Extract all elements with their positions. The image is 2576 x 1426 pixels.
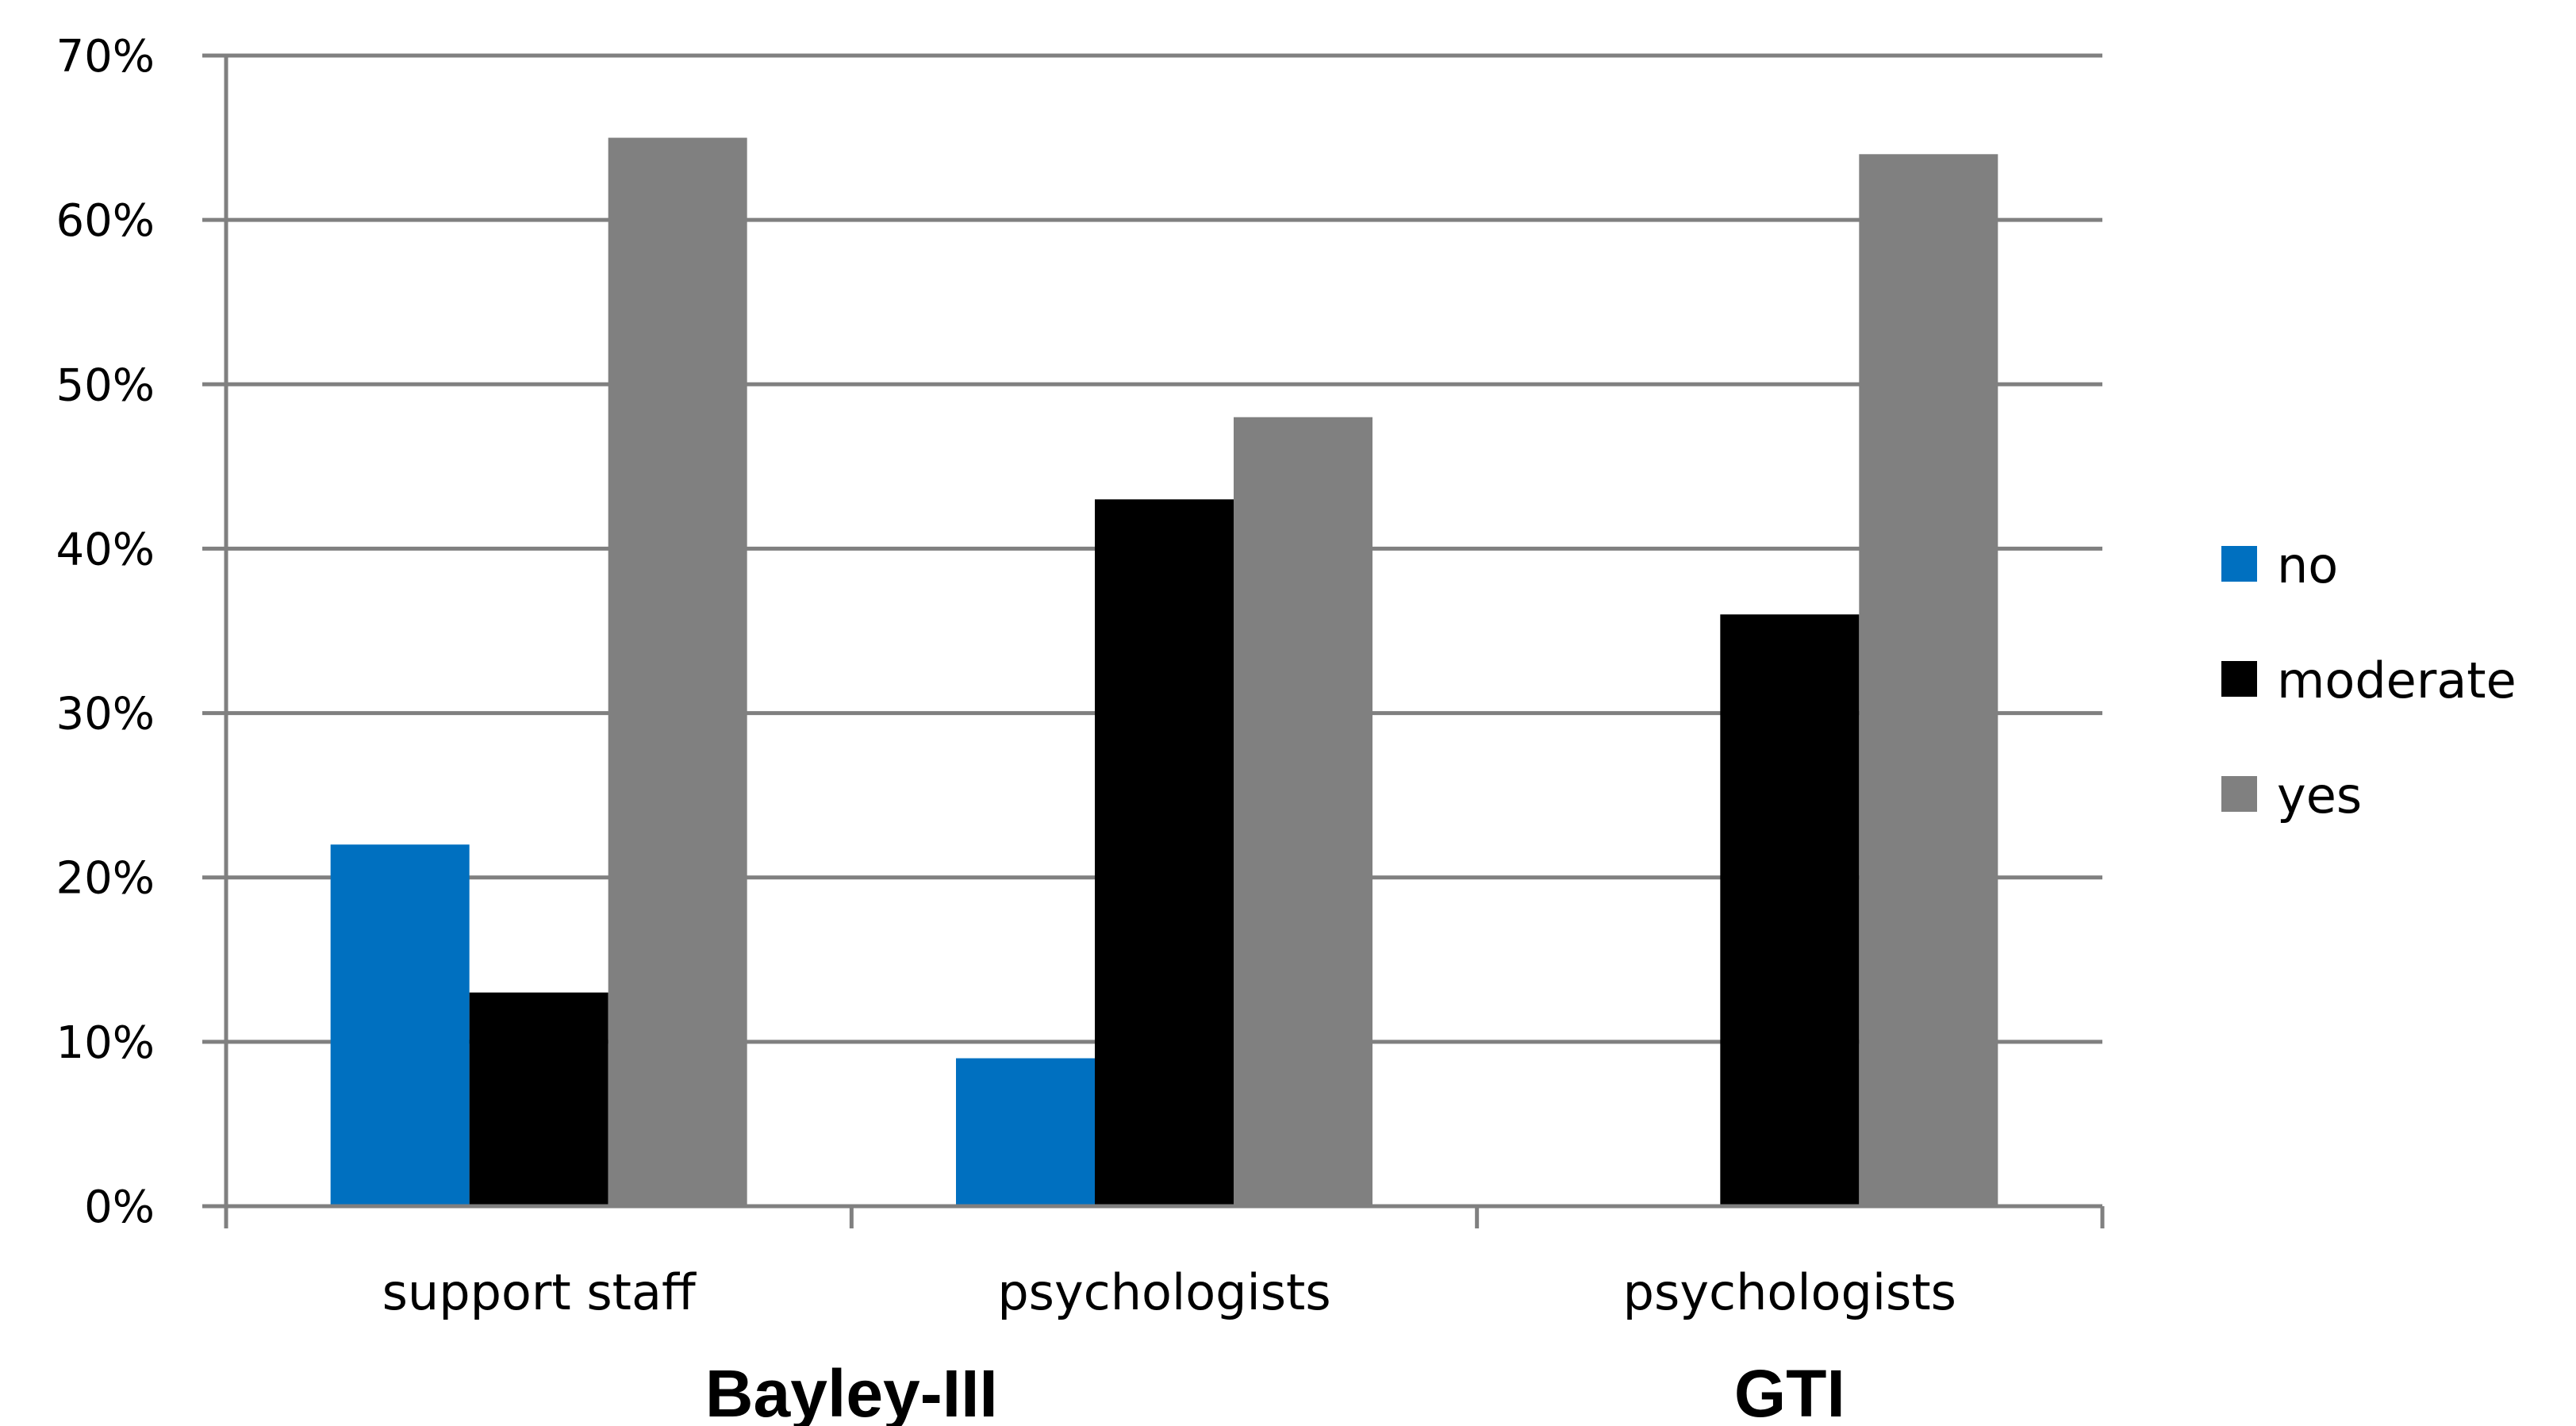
y-tick-label: 0% bbox=[84, 1182, 155, 1233]
x-category-label: support staff bbox=[382, 1263, 697, 1321]
bar-moderate-0 bbox=[469, 992, 608, 1206]
bar-yes-0 bbox=[608, 137, 747, 1207]
group-label: Bayley-III bbox=[705, 1356, 998, 1426]
bar-yes-2 bbox=[1859, 154, 1998, 1206]
bar-moderate-2 bbox=[1720, 614, 1860, 1206]
y-tick-label: 50% bbox=[56, 359, 155, 411]
y-tick-label: 40% bbox=[56, 524, 155, 575]
bars bbox=[330, 137, 1998, 1207]
y-tick-label: 20% bbox=[56, 853, 155, 905]
group-label: GTI bbox=[1734, 1356, 1845, 1426]
y-tick-label: 70% bbox=[56, 31, 155, 83]
x-category-labels: support staff psychologists psychologists bbox=[382, 1263, 1956, 1321]
legend-label-moderate: moderate bbox=[2277, 652, 2516, 709]
axes bbox=[202, 53, 2105, 1228]
y-tick-label: 60% bbox=[56, 195, 155, 247]
legend-swatch-no bbox=[2221, 546, 2257, 582]
legend-label-yes: yes bbox=[2277, 767, 2362, 824]
bar-yes-1 bbox=[1234, 417, 1372, 1206]
y-tick-labels: 0% 10% 20% 30% 40% 50% 60% 70% bbox=[56, 31, 155, 1233]
bar-moderate-1 bbox=[1095, 499, 1234, 1206]
group-labels: Bayley-III GTI bbox=[705, 1356, 1845, 1426]
legend-label-no: no bbox=[2277, 536, 2338, 594]
legend: no moderate yes bbox=[2221, 536, 2516, 824]
legend-swatch-yes bbox=[2221, 776, 2257, 812]
x-category-label: psychologists bbox=[997, 1263, 1330, 1321]
bar-no-0 bbox=[330, 844, 470, 1206]
legend-swatch-moderate bbox=[2221, 661, 2257, 697]
y-tick-label: 30% bbox=[56, 689, 155, 740]
bar-no-1 bbox=[956, 1058, 1095, 1206]
y-tick-label: 10% bbox=[56, 1017, 155, 1069]
x-category-label: psychologists bbox=[1623, 1263, 1956, 1321]
